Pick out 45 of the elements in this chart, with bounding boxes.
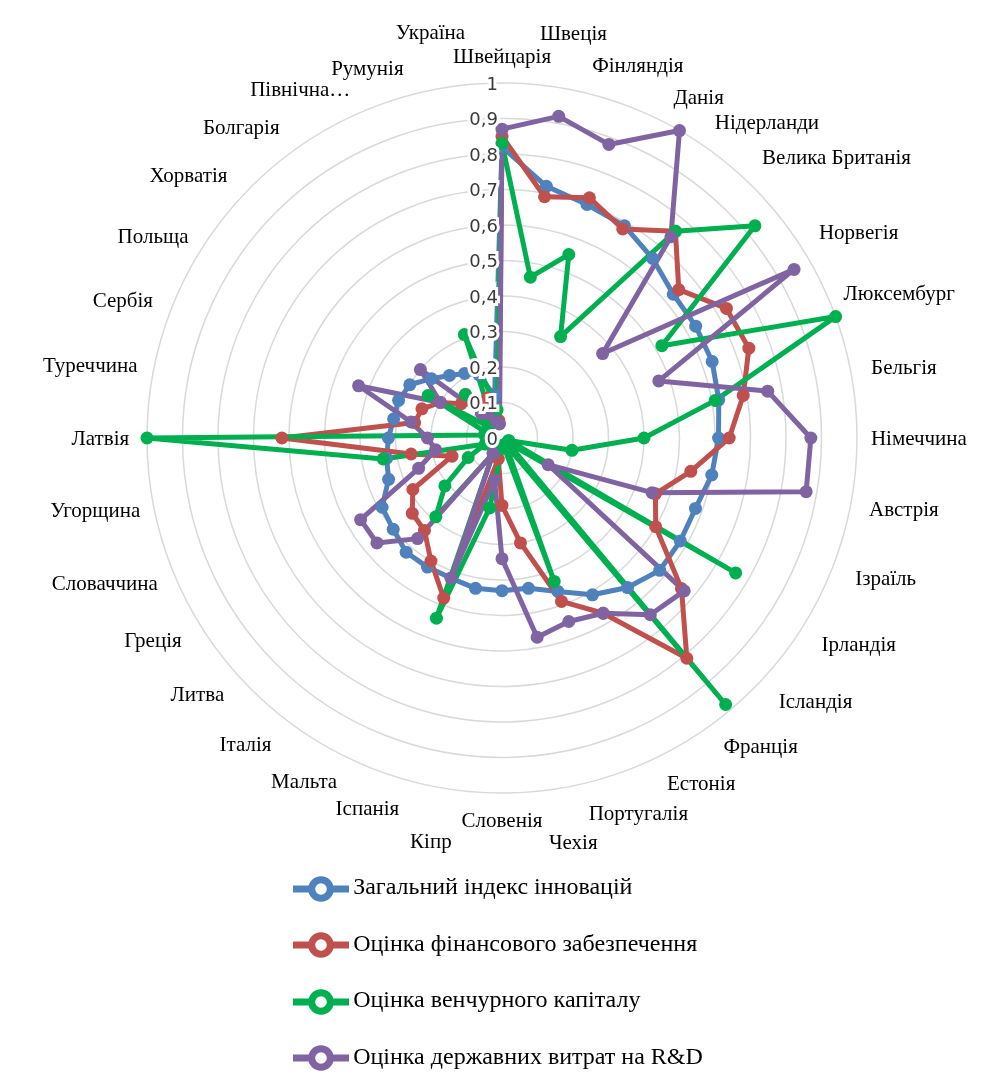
spoke-label: Австрія [869, 496, 940, 521]
spoke-label: Італія [219, 731, 272, 756]
y-tick-label: 0,8 [469, 143, 498, 165]
spoke-label: Ірландія [821, 631, 897, 656]
spoke-label: Румунія [331, 56, 404, 81]
spoke-label: Німеччина [870, 426, 968, 450]
spoke-label: Кіпр [410, 829, 452, 854]
spoke-label: Данія [673, 85, 725, 110]
spoke-label: Іспанія [335, 795, 400, 820]
spoke-label: Латвія [71, 426, 130, 450]
spoke-label: Словенія [461, 808, 543, 832]
spoke-label: Франція [723, 734, 799, 759]
spoke-label: Болгарія [202, 115, 280, 140]
legend-label: Загальний індекс інновацій [353, 873, 633, 900]
spoke-label: Люксембург [843, 281, 956, 306]
spoke-label: Ісландія [778, 689, 853, 714]
y-tick-label: 1 [486, 72, 498, 94]
spoke-label: Угорщина [50, 497, 141, 522]
y-tick-label: 0,7 [469, 179, 498, 200]
spoke-label: Велика Британія [762, 145, 912, 170]
spoke-label: Хорватія [149, 162, 228, 187]
spoke-label: Україна [395, 20, 466, 45]
legend-label: Оцінка фінансового забезпечення [353, 929, 698, 956]
spoke-label: Португалія [588, 800, 689, 825]
spoke-label: Польща [117, 224, 190, 249]
spoke-label: Норвегія [818, 220, 899, 245]
legend-label: Оцінка венчурного капіталу [353, 986, 641, 1013]
spoke-label: Греція [124, 627, 183, 652]
spoke-label: Словаччина [51, 570, 159, 595]
spoke-label: Туреччина [42, 353, 139, 378]
spoke-label: Фінляндія [592, 52, 684, 77]
spoke-label: Чехія [548, 830, 598, 855]
spoke-label: Естонія [667, 771, 736, 795]
y-tick-label: 0,9 [469, 108, 498, 129]
spoke-label: Швеція [539, 21, 608, 46]
y-tick-label: 0,6 [469, 214, 498, 236]
spoke-label: Швейцарія [452, 44, 552, 68]
spoke-label: Мальта [270, 768, 338, 793]
spoke-label: Литва [170, 681, 225, 706]
legend-label: Оцінка державних витрат на R&D [353, 1042, 703, 1069]
spoke-label: Сербія [92, 287, 154, 312]
spoke-label: Бельгія [871, 355, 937, 380]
spoke-label: Ізраїль [855, 565, 917, 590]
y-tick-label: 0,2 [469, 356, 498, 378]
spoke-label: Нідерланди [714, 110, 820, 135]
